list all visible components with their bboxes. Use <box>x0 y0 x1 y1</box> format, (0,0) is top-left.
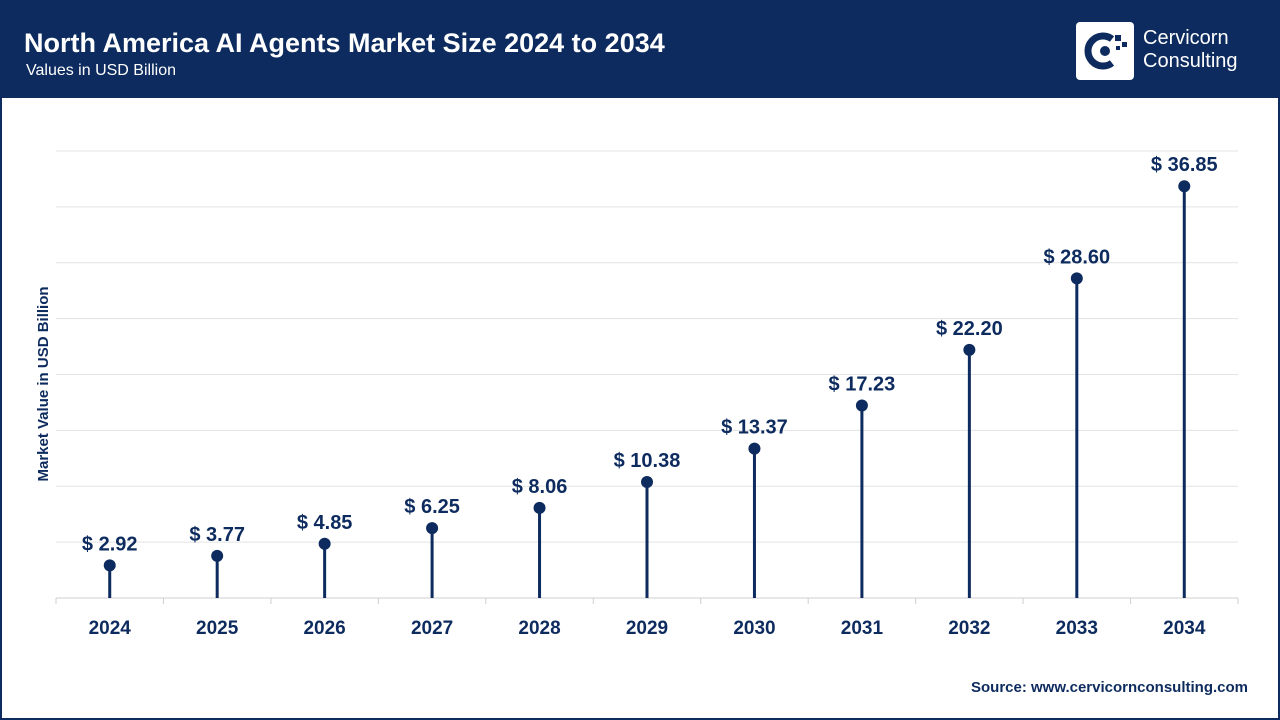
data-label: $ 10.38 <box>614 450 681 472</box>
x-tick-label: 2032 <box>948 618 990 639</box>
lollipop-dot <box>963 343 976 356</box>
x-tick-label: 2024 <box>89 618 132 639</box>
lollipop-dot <box>211 549 224 562</box>
data-label: $ 28.60 <box>1043 246 1110 268</box>
lollipop-dot <box>103 559 116 572</box>
data-label: $ 8.06 <box>512 476 568 498</box>
x-tick-label: 2033 <box>1056 618 1098 639</box>
cervicorn-logo-icon <box>1076 22 1134 80</box>
data-label: $ 3.77 <box>189 524 245 546</box>
data-label: $ 36.85 <box>1151 154 1218 176</box>
x-tick-label: 2027 <box>411 618 453 639</box>
brand-logo: Cervicorn Consulting <box>1076 20 1276 82</box>
x-tick-label: 2029 <box>626 618 668 639</box>
lollipop-dot <box>748 442 761 455</box>
lollipop-chart: $ 2.92 2024 $ 3.77 2025 $ 4.85 2026 $ 6.25 2027… <box>35 150 1239 639</box>
data-label: $ 6.25 <box>404 496 460 518</box>
x-tick-label: 2030 <box>733 618 775 639</box>
x-tick-label: 2031 <box>841 618 884 639</box>
source-credit: Source: www.cervicornconsulting.com <box>970 679 1248 696</box>
lollipop-dot <box>1070 272 1083 285</box>
y-axis-label: Market Value in USD Billion <box>35 286 52 481</box>
x-tick-label: 2025 <box>196 618 239 639</box>
data-label: $ 17.23 <box>829 373 896 395</box>
chart-title: North America AI Agents Market Size 2024… <box>24 28 665 58</box>
lollipop-dot <box>1178 180 1191 193</box>
data-label: $ 2.92 <box>82 533 138 555</box>
logo-text-line2: Consulting <box>1143 50 1238 72</box>
lollipop-dot <box>318 537 331 550</box>
lollipop-dot <box>641 476 653 489</box>
chart-subtitle: Values in USD Billion <box>26 62 176 79</box>
data-label: $ 4.85 <box>297 512 353 534</box>
x-tick-label: 2028 <box>518 618 560 639</box>
x-tick-label: 2026 <box>303 618 345 639</box>
data-label: $ 22.20 <box>936 318 1003 340</box>
x-tick-label: 2034 <box>1163 618 1206 639</box>
header-bar: North America AI Agents Market Size 2024… <box>2 2 1278 98</box>
lollipop-dot <box>533 501 546 514</box>
lollipop-dot <box>426 522 439 535</box>
data-label: $ 13.37 <box>721 417 788 439</box>
logo-text-line1: Cervicorn <box>1143 27 1229 49</box>
lollipop-dot <box>855 399 868 412</box>
